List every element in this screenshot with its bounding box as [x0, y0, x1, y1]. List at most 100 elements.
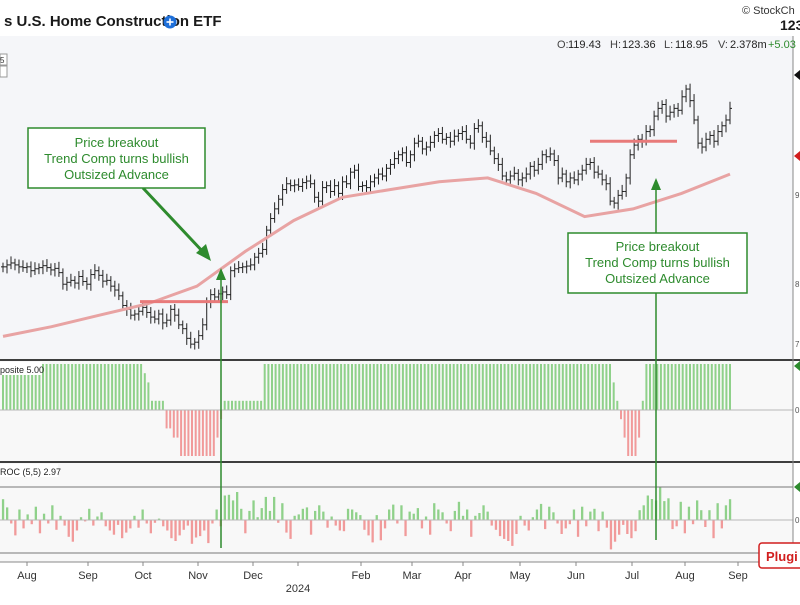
price-bar	[568, 172, 573, 189]
roc-bar	[700, 510, 703, 520]
trend-bar	[620, 410, 622, 420]
price-bar	[576, 169, 581, 186]
plugin-label[interactable]: Plugi	[766, 549, 798, 564]
trend-bar	[681, 364, 684, 410]
trend-bar	[380, 364, 382, 410]
roc-bar	[318, 505, 321, 520]
x-axis-label: Apr	[454, 570, 471, 582]
trend-bar	[725, 364, 728, 410]
trend-bar	[307, 364, 310, 410]
roc-bar	[429, 520, 432, 535]
roc-bar	[133, 515, 136, 520]
price-bar	[564, 169, 569, 188]
roc-bar	[174, 520, 177, 541]
roc-bar	[445, 520, 448, 524]
price-bar	[440, 126, 445, 144]
price-bar	[348, 167, 353, 190]
trend-bar	[311, 364, 313, 410]
roc-bar	[404, 520, 407, 537]
price-bar	[148, 307, 153, 324]
price-bar	[336, 181, 341, 199]
trend-bar	[594, 364, 597, 410]
roc-bar	[6, 507, 9, 520]
price-bar	[400, 147, 405, 162]
price-bar	[184, 323, 189, 345]
trend-bar	[67, 364, 70, 410]
trend-bar	[354, 364, 357, 410]
info-icon[interactable]	[163, 15, 177, 29]
ohlc-change-value: +5.03	[768, 39, 796, 51]
price-bar	[324, 181, 329, 194]
price-bar	[520, 172, 525, 187]
x-axis-label: Oct	[134, 570, 151, 582]
roc-bar	[207, 520, 210, 544]
trend-bar	[23, 364, 26, 410]
roc-bar	[252, 500, 255, 520]
trend-bar	[485, 364, 488, 410]
roc-bar	[260, 508, 263, 520]
price-bar	[356, 163, 361, 191]
price-bar	[20, 260, 25, 272]
roc-bar	[79, 517, 83, 520]
roc-bar	[149, 520, 152, 534]
trend-bar	[489, 364, 492, 410]
roc-bar	[609, 520, 613, 550]
trend-bar	[536, 364, 539, 410]
roc-bar	[203, 520, 206, 531]
price-bar	[56, 261, 61, 277]
callout-2-line-1: Price breakout	[616, 239, 700, 254]
trend-bar	[707, 364, 710, 410]
trend-bar	[358, 364, 361, 410]
roc-bar	[223, 495, 226, 520]
trend-bar	[292, 364, 295, 410]
trend-bar	[92, 364, 95, 410]
plugin-button[interactable]: Plugi	[758, 542, 800, 569]
roc-bar	[552, 512, 555, 520]
trend-bar	[5, 364, 8, 410]
price-bar	[344, 175, 349, 188]
x-axis-label: Sep	[78, 570, 98, 582]
trend-bar	[434, 364, 437, 410]
roc-bar	[367, 520, 370, 536]
trend-bar	[274, 364, 277, 410]
price-bar	[708, 131, 713, 145]
trend-bar	[590, 364, 593, 410]
price-bar	[288, 179, 293, 192]
trend-bar	[627, 410, 630, 456]
trend-bar	[183, 410, 186, 456]
price-bar	[284, 177, 289, 194]
trend-bar	[332, 364, 335, 410]
roc-bar	[92, 520, 95, 526]
price-bar	[164, 313, 169, 328]
trend-bar	[223, 400, 226, 410]
price-bar	[84, 277, 89, 290]
price-bar	[460, 126, 465, 141]
trend-bar	[151, 400, 153, 410]
trend-bar	[96, 364, 99, 410]
header-bg	[0, 0, 800, 36]
trend-bar	[172, 410, 175, 438]
trend-bar	[205, 410, 208, 456]
callout-1-frame	[27, 127, 206, 189]
trend-bar	[645, 364, 648, 410]
roc-bar	[63, 520, 66, 526]
confirm-arrow-2	[651, 178, 661, 190]
roc-bar	[322, 511, 325, 520]
trend-bar	[343, 364, 346, 410]
trend-bar	[478, 364, 481, 410]
plugin-button-frame[interactable]	[758, 542, 800, 569]
x-axis-label: Aug	[675, 570, 695, 582]
trend-bar	[714, 364, 717, 410]
roc-bar	[503, 520, 506, 539]
roc-bar	[388, 509, 391, 520]
roc-bar	[88, 508, 91, 520]
price-bar	[464, 124, 469, 144]
confirm-arrow-1	[216, 268, 226, 280]
price-bar	[448, 131, 453, 148]
trend-bar	[438, 364, 441, 410]
price-bar	[716, 124, 721, 146]
trend-bar	[369, 364, 372, 410]
roc-bar	[470, 520, 473, 537]
trend-bar	[703, 364, 706, 410]
price-bar	[108, 276, 113, 292]
